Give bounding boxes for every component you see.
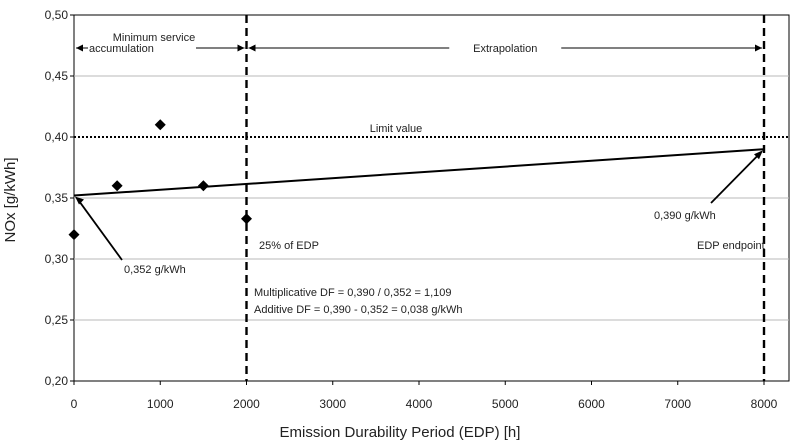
x-axis-label: Emission Durability Period (EDP) [h]: [280, 424, 521, 441]
limit-value-label: Limit value: [370, 123, 423, 135]
x-tick-label: 1000: [147, 397, 174, 411]
range-label-minimum-service: Minimum service: [113, 32, 196, 44]
y-tick-label: 0,45: [45, 69, 69, 83]
trend-line: [73, 148, 765, 197]
annotations: 0,352 g/kWh 0,390 g/kWh 25% of EDP EDP endp…: [75, 150, 765, 316]
x-axis-ticks: 0 1000 2000 3000 4000 5000 6000 7000 8000: [71, 381, 778, 411]
multiplicative-df-label: Multiplicative DF = 0,390 / 0,352 = 1,10…: [254, 287, 452, 299]
y-tick-label: 0,25: [45, 313, 69, 327]
x-tick-label: 5000: [492, 397, 519, 411]
x-tick-label: 0: [71, 397, 78, 411]
y-axis-ticks: 0,20 0,25 0,30 0,35 0,40 0,45 0,50: [45, 8, 74, 388]
callout-end-line: [710, 152, 761, 204]
y-tick-label: 0,40: [45, 130, 69, 144]
start-value-label: 0,352 g/kWh: [124, 264, 186, 276]
fit-line: [73, 148, 765, 197]
callout-end-arrow: [754, 150, 763, 160]
y-tick-label: 0,30: [45, 252, 69, 266]
data-point: [197, 180, 209, 192]
gridlines: [74, 75, 789, 321]
y-axis-label: NOx [g/kWh]: [2, 157, 19, 242]
arrow-head: [755, 44, 762, 52]
data-point: [68, 229, 80, 241]
x-tick-label: 3000: [319, 397, 346, 411]
arrow-head: [237, 44, 245, 52]
range-label-extrapolation: Extrapolation: [473, 43, 537, 55]
x-tick-label: 8000: [751, 397, 778, 411]
edp-25-label: 25% of EDP: [259, 240, 319, 252]
y-tick-label: 0,35: [45, 191, 69, 205]
x-tick-label: 2000: [233, 397, 260, 411]
end-value-label: 0,390 g/kWh: [654, 210, 716, 222]
callout-start-arrow: [75, 196, 84, 205]
x-tick-label: 7000: [664, 397, 691, 411]
callout-start-line: [77, 199, 123, 261]
x-tick-label: 6000: [578, 397, 605, 411]
x-tick-label: 4000: [406, 397, 433, 411]
data-point: [154, 119, 166, 131]
arrow-head: [76, 44, 83, 52]
additive-df-label: Additive DF = 0,390 - 0,352 = 0,038 g/kW…: [254, 304, 463, 316]
range-label-accumulation: accumulation: [89, 43, 154, 55]
data-point: [241, 213, 252, 225]
y-tick-label: 0,50: [45, 8, 69, 22]
edp-endpoint-label: EDP endpoint: [697, 240, 765, 252]
data-point: [111, 180, 123, 192]
data-points: [68, 119, 252, 241]
y-tick-label: 0,20: [45, 374, 69, 388]
arrow-head: [248, 44, 256, 52]
